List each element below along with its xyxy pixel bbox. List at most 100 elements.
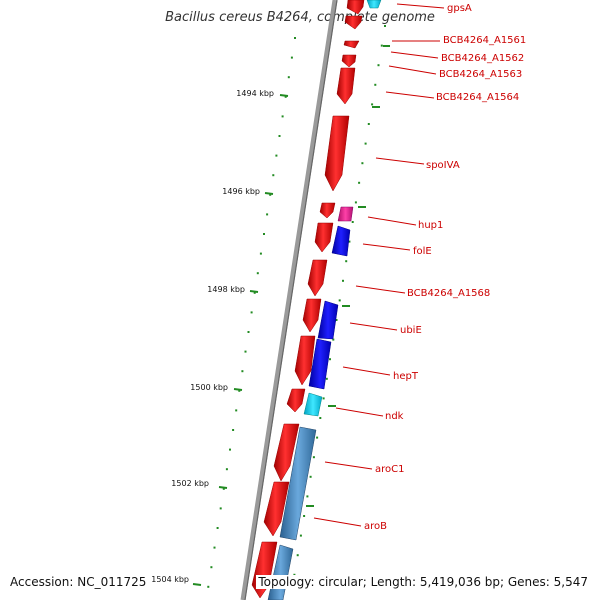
inner-dot <box>384 25 386 27</box>
gene-ubiE-rev <box>317 300 339 340</box>
inner-dot <box>377 64 380 67</box>
ruler-dot <box>219 507 222 510</box>
gene-BCB4264_A1562 <box>343 40 360 49</box>
ruler-dot <box>294 37 296 39</box>
gene-folE <box>314 222 334 253</box>
gene-BCB4264_A1563 <box>341 54 357 68</box>
inner-dot <box>351 221 354 223</box>
gene-folE-rev <box>331 225 351 257</box>
gene-label-BCB4264_A1562[interactable]: BCB4264_A1562 <box>441 53 524 64</box>
ruler-tick-1500 <box>233 388 243 391</box>
backbone-outer <box>240 0 338 600</box>
gene-aroC1-rev <box>279 426 317 541</box>
inner-dot <box>348 240 351 243</box>
ruler-dot <box>238 389 241 392</box>
ruler-dot <box>247 331 250 333</box>
inner-dot <box>342 279 344 282</box>
gene-spoIVA <box>324 115 350 192</box>
gene-label-aroC1[interactable]: aroC1 <box>375 464 404 475</box>
ruler-tick-1494 <box>279 94 289 97</box>
ruler-tick-1498 <box>249 290 259 293</box>
ruler-dot <box>263 233 265 235</box>
gene-BCB4264_A1568 <box>307 259 328 297</box>
ruler-label-1494: 1494 kbp <box>236 89 274 98</box>
ruler-tick-1496 <box>264 192 274 195</box>
inner-dot <box>367 123 370 125</box>
inner-dot <box>364 142 367 145</box>
inner-dot <box>354 201 357 204</box>
gene-label-BCB4264_A1563[interactable]: BCB4264_A1563 <box>439 69 522 80</box>
inner-dot <box>335 319 338 321</box>
gene-label-aroB[interactable]: aroB <box>364 521 387 532</box>
inner-dot <box>296 554 299 557</box>
ruler-dot <box>290 56 293 59</box>
ruler-dot <box>266 213 269 216</box>
gene-hepT <box>294 335 316 386</box>
inner-dots <box>293 25 386 576</box>
ruler-dot <box>250 311 253 314</box>
ruler-dot <box>229 448 231 451</box>
gene-BCB4264_A1561 <box>344 15 363 30</box>
gene-label-BCB4264_A1568[interactable]: BCB4264_A1568 <box>407 288 490 299</box>
ruler-dot <box>253 291 256 294</box>
ruler-dot <box>272 174 275 177</box>
inner-dot <box>303 515 306 517</box>
ruler-dot <box>287 76 290 79</box>
gene-aroB <box>263 481 290 537</box>
gene-label-ubiE[interactable]: ubiE <box>400 325 422 336</box>
inner-dot <box>338 299 341 302</box>
gene-ubiE <box>302 298 322 333</box>
ruler-dot <box>241 370 244 373</box>
inner-dot <box>319 417 322 419</box>
gene-ndk <box>286 388 306 413</box>
gene-aroC1 <box>273 423 300 482</box>
inner-dot <box>309 475 312 478</box>
inner-dot <box>374 83 377 86</box>
ruler-dot <box>213 546 216 549</box>
inner-dot <box>325 377 328 380</box>
ruler-dot <box>207 585 210 588</box>
gene-label-ndk[interactable]: ndk <box>385 411 404 422</box>
gene-label-folE[interactable]: folE <box>413 246 432 257</box>
ruler-dot <box>225 468 228 471</box>
gene-hup1 <box>319 202 336 219</box>
inner-dot <box>380 44 383 47</box>
inner-dot <box>361 162 364 165</box>
ruler-label-1500: 1500 kbp <box>190 383 228 392</box>
gene-BCB4264_A1564 <box>336 67 356 105</box>
ruler-dot <box>216 527 219 529</box>
ruler-label-1496: 1496 kbp <box>222 187 260 196</box>
inner-dot <box>299 534 302 537</box>
genome-title: Bacillus cereus B4264, complete genome <box>165 10 435 25</box>
inner-ticks <box>306 45 390 507</box>
inner-dot <box>316 436 319 439</box>
ruler-major-ticks <box>192 94 289 586</box>
ruler-dot <box>269 193 272 196</box>
gene-label-hup1[interactable]: hup1 <box>418 220 443 231</box>
gene-label-hepT[interactable]: hepT <box>393 371 419 382</box>
gene-label-BCB4264_A1564[interactable]: BCB4264_A1564 <box>436 92 519 103</box>
ruler-dot <box>284 95 287 98</box>
inner-dot <box>345 260 348 263</box>
gene-label-BCB4264_A1561[interactable]: BCB4264_A1561 <box>443 35 526 46</box>
inner-dot <box>358 181 361 184</box>
gene-ndk-rev <box>303 392 323 417</box>
ruler-tick-1502 <box>218 486 228 489</box>
gene-gpsA <box>346 0 365 15</box>
ruler-dots <box>207 37 296 588</box>
gene-label-spoIVA[interactable]: spoIVA <box>426 160 460 171</box>
ruler-label-1504: 1504 kbp <box>151 575 189 584</box>
inner-dot <box>312 456 315 459</box>
accession-text: Accession: NC_011725 <box>8 575 149 589</box>
inner-dot <box>322 397 325 400</box>
gene-label-gpsA[interactable]: gpsA <box>447 3 472 14</box>
inner-dot <box>293 573 296 576</box>
gene-cyan-top <box>366 0 382 9</box>
ruler-label-1498: 1498 kbp <box>207 285 245 294</box>
ruler-dot <box>210 566 213 569</box>
ruler-dot <box>222 487 225 490</box>
ruler-dot <box>278 135 281 137</box>
inner-dot <box>332 338 335 341</box>
reverse-genes <box>267 0 382 600</box>
